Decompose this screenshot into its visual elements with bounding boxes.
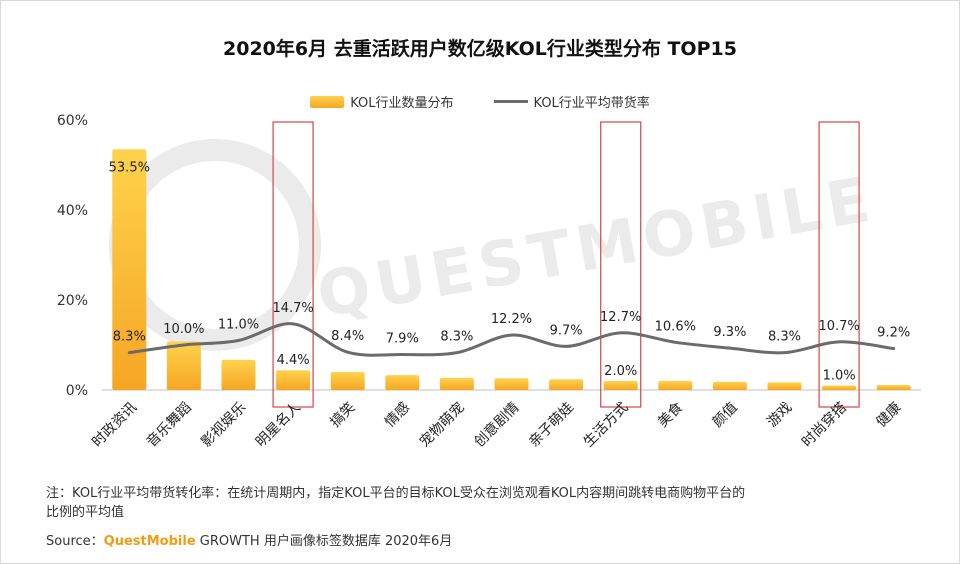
y-tick-label: 20% — [57, 293, 88, 309]
bar-生活方式 — [603, 381, 638, 390]
x-tick-label-颜值: 颜值 — [710, 400, 741, 431]
line-label-明星名人: 14.7% — [272, 301, 313, 316]
line-label-颜值: 9.3% — [713, 325, 746, 340]
line-label-宠物萌宠: 8.3% — [440, 330, 473, 345]
source-prefix: Source： — [46, 534, 104, 549]
bar-label-时政资讯: 53.5% — [109, 160, 150, 175]
legend-bar-label: KOL行业数量分布 — [350, 96, 454, 111]
bar-label-时尚穿搭: 1.0% — [823, 369, 856, 384]
highlight-box-时尚穿搭 — [818, 121, 860, 408]
x-tick-label-时政资讯: 时政资讯 — [89, 400, 140, 451]
line-label-时尚穿搭: 10.7% — [818, 319, 859, 334]
highlight-box-生活方式 — [600, 121, 642, 408]
x-tick-label-游戏: 游戏 — [764, 400, 795, 431]
bar-健康 — [876, 385, 911, 390]
legend-item-bar: KOL行业数量分布 — [310, 92, 454, 111]
bar-label-明星名人: 4.4% — [277, 353, 310, 368]
line-label-创意剧情: 12.2% — [491, 312, 532, 327]
line-label-音乐舞蹈: 10.0% — [163, 322, 204, 337]
legend: KOL行业数量分布 KOL行业平均带货率 — [0, 92, 960, 111]
line-label-搞笑: 8.4% — [331, 329, 364, 344]
x-tick-label-健康: 健康 — [873, 399, 905, 431]
watermark: QUESTMOBILE — [312, 162, 881, 332]
legend-line-label: KOL行业平均带货率 — [533, 96, 650, 111]
line-label-生活方式: 12.7% — [600, 310, 641, 325]
y-tick-label: 40% — [57, 203, 88, 219]
source-rest: GROWTH 用户画像标签数据库 2020年6月 — [195, 534, 453, 549]
footnote-line-2: 比例的平均值 — [46, 505, 125, 520]
chart-title: 2020年6月 去重活跃用户数亿级KOL行业类型分布 TOP15 — [223, 38, 737, 60]
source-brand: QuestMobile — [103, 534, 196, 549]
legend-bar-swatch — [310, 95, 345, 108]
legend-item-line: KOL行业平均带货率 — [493, 92, 650, 111]
line-series-path — [127, 322, 896, 357]
bar-游戏 — [767, 382, 802, 390]
source-line: Source：QuestMobile GROWTH 用户画像标签数据库 2020… — [46, 530, 452, 549]
y-tick-label: 0% — [66, 383, 88, 399]
bar-时尚穿搭 — [822, 385, 857, 390]
bar-宠物萌宠 — [439, 377, 474, 390]
legend-line-swatch — [493, 100, 528, 103]
x-tick-label-情感: 情感 — [381, 399, 413, 431]
x-tick-label-创意剧情: 创意剧情 — [471, 399, 523, 451]
line-label-健康: 9.2% — [877, 326, 910, 341]
x-tick-label-影视娱乐: 影视娱乐 — [198, 400, 249, 451]
bar-情感 — [385, 375, 420, 390]
x-tick-label-美食: 美食 — [654, 399, 686, 431]
bar-音乐舞蹈 — [166, 341, 201, 390]
highlight-box-明星名人 — [272, 121, 314, 408]
line-label-亲子萌娃: 9.7% — [550, 323, 583, 338]
bar-label-生活方式: 2.0% — [604, 364, 637, 379]
line-label-影视娱乐: 11.0% — [218, 318, 259, 333]
bar-亲子萌娃 — [549, 379, 584, 390]
y-tick-label: 60% — [57, 113, 88, 129]
x-tick-label-亲子萌娃: 亲子萌娃 — [526, 400, 577, 451]
bar-美食 — [658, 381, 693, 390]
line-label-情感: 7.9% — [386, 331, 419, 346]
x-tick-label-宠物萌宠: 宠物萌宠 — [417, 400, 468, 451]
bar-创意剧情 — [494, 378, 529, 390]
x-tick-label-音乐舞蹈: 音乐舞蹈 — [143, 399, 195, 451]
bar-搞笑 — [330, 372, 365, 390]
footnote-line-1: 注：KOL行业平均带货转化率：在统计周期内，指定KOL平台的目标KOL受众在浏览… — [46, 486, 746, 501]
line-label-时政资讯: 8.3% — [113, 330, 146, 345]
bar-明星名人 — [276, 370, 311, 390]
x-tick-label-搞笑: 搞笑 — [327, 400, 358, 431]
bar-颜值 — [712, 381, 747, 390]
line-label-美食: 10.6% — [655, 319, 696, 334]
bar-时政资讯 — [112, 149, 147, 390]
line-label-游戏: 8.3% — [768, 330, 801, 345]
bar-影视娱乐 — [221, 359, 256, 390]
